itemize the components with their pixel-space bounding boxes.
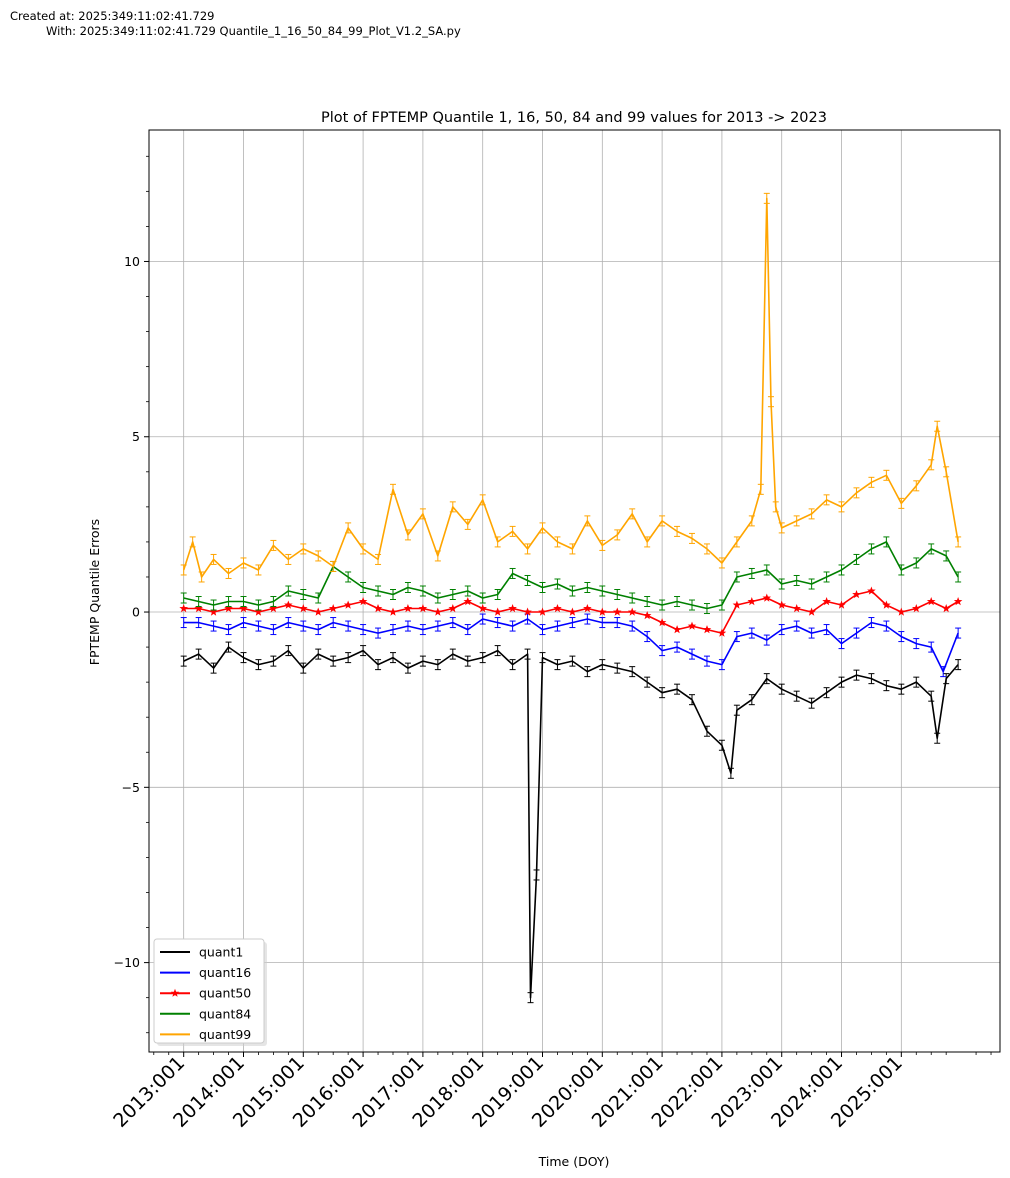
quant50-point (598, 607, 607, 616)
quant50-point (448, 604, 458, 613)
quant50-point (209, 607, 218, 616)
quant50-point (194, 604, 203, 613)
created-at-text: Created at: 2025:349:11:02:41.729 (10, 9, 215, 23)
series-quant99 (180, 192, 962, 583)
quant50-point (941, 604, 951, 613)
quant50-point (343, 600, 353, 609)
y-axis-label: FPTEMP Quantile Errors (87, 519, 102, 665)
quant50-point (568, 607, 577, 616)
quant50-point (328, 604, 338, 613)
quant50-point (657, 618, 667, 627)
quant50-point (269, 604, 278, 613)
x-axis-label: Time (DOY) (538, 1154, 610, 1169)
y-tick-label: −10 (114, 955, 140, 970)
legend-label-quant1: quant1 (199, 945, 243, 960)
quant50-point (388, 607, 398, 616)
quant50-point (762, 593, 771, 602)
quant50-point (254, 607, 263, 616)
quant50-point (613, 607, 622, 616)
quant50-point (953, 597, 963, 606)
quant50-point (777, 600, 786, 609)
quant50-point (463, 597, 472, 606)
quant50-point (912, 604, 921, 613)
quant50-point (284, 600, 293, 609)
quant50-point (926, 597, 936, 606)
quant50-point (493, 607, 502, 616)
series-quant50 (179, 586, 963, 637)
quant50-point (672, 625, 682, 634)
quant50-point (314, 607, 323, 616)
legend-label-quant99: quant99 (199, 1027, 251, 1042)
legend-label-quant16: quant16 (199, 965, 251, 980)
quant50-point (583, 604, 592, 613)
plot-frame (148, 129, 1001, 1053)
quant50-point (852, 590, 861, 599)
y-tick-label: −5 (122, 780, 140, 795)
quant50-point (508, 604, 517, 613)
y-tick-label: 0 (132, 605, 140, 620)
quant50-point (523, 607, 532, 616)
quant50-point (627, 607, 637, 616)
quant50-point (837, 600, 846, 609)
y-tick-label: 10 (124, 254, 140, 269)
quant50-point (538, 607, 547, 616)
quant50-point (822, 597, 831, 606)
series-layer (179, 192, 963, 1004)
legend-label-quant50: quant50 (199, 986, 251, 1001)
quant50-point (732, 600, 742, 609)
quant50-point (702, 625, 712, 634)
quant50-point (179, 604, 188, 613)
script-name-text: With: 2025:349:11:02:41.729 Quantile_1_1… (46, 24, 461, 38)
series-quant16 (180, 613, 962, 678)
quant50-point (553, 604, 562, 613)
legend-label-quant84: quant84 (199, 1006, 251, 1021)
series-quant1 (180, 641, 962, 1004)
quant50-point (897, 607, 906, 616)
quant50-point (358, 597, 368, 606)
quant50-point (433, 607, 443, 616)
quant50-point (239, 604, 248, 613)
quant50-point (882, 600, 891, 609)
quant50-point (717, 628, 727, 637)
quant99-line (182, 197, 959, 578)
y-tick-label: 5 (132, 429, 140, 444)
series-quant84 (180, 536, 962, 615)
quant50-point (418, 604, 428, 613)
legend-box (153, 938, 265, 1044)
quant50-point (687, 621, 697, 630)
quant1-line (183, 646, 959, 999)
legend-marker-quant50 (170, 988, 180, 997)
quant50-point (299, 604, 308, 613)
quant50-point (224, 604, 233, 613)
quant50-point (403, 604, 413, 613)
quant50-point (478, 604, 487, 613)
quant50-point (867, 586, 876, 595)
quant50-point (642, 611, 652, 620)
chart-title: Plot of FPTEMP Quantile 1, 16, 50, 84 an… (321, 110, 827, 126)
legend: quant1 quant16 quant50 quant84 quant99 (153, 938, 267, 1046)
quant50-point (792, 604, 801, 613)
quant50-point (807, 607, 816, 616)
quant50-point (747, 597, 757, 606)
quant50-point (373, 604, 383, 613)
